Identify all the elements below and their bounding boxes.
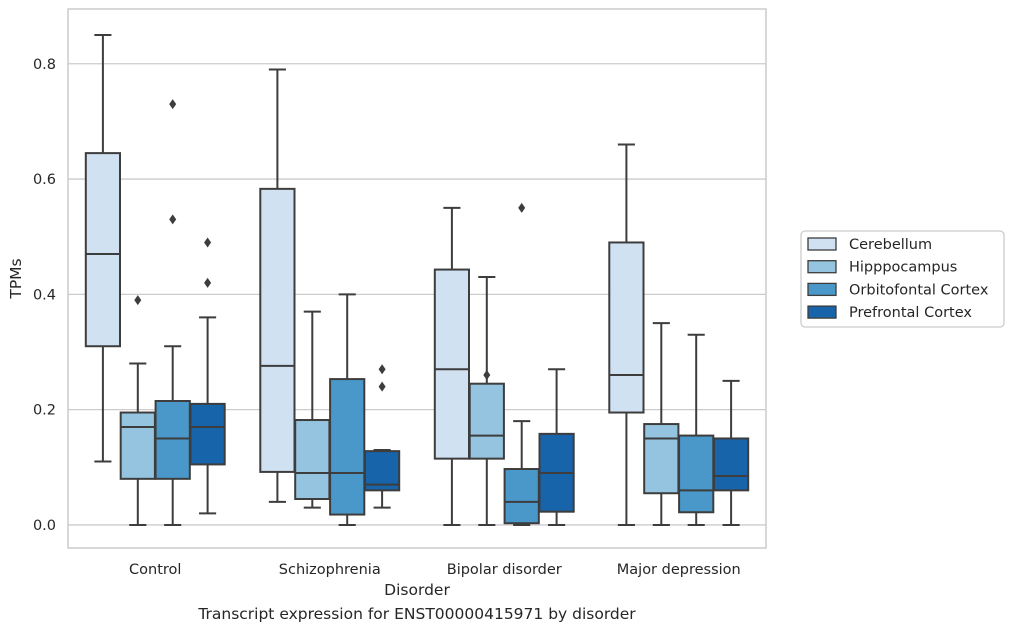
box-3-0 (189, 237, 226, 515)
box-body (678, 434, 715, 514)
legend-swatch (807, 305, 837, 319)
y-tick-label: 0.4 (33, 287, 56, 303)
box-body (433, 268, 471, 460)
y-tick-labels: 0.0 0.2 0.4 0.6 0.8 (33, 57, 56, 534)
legend-swatch (807, 260, 837, 274)
outlier-marker (378, 381, 386, 392)
legend-swatch (807, 237, 837, 251)
y-tick-label: 0.6 (33, 172, 56, 188)
outlier-marker (134, 295, 142, 306)
box-2-0 (154, 99, 191, 526)
x-tick-label: Schizophrenia (279, 562, 381, 578)
box-body (468, 382, 505, 460)
figure-caption: Transcript expression for ENST0000041597… (198, 605, 636, 623)
box-body (154, 400, 191, 480)
y-axis-label: TPMs (7, 258, 25, 299)
legend-label: Cerebellum (849, 237, 932, 253)
box-2-2 (503, 202, 540, 526)
box-3-3 (712, 379, 750, 526)
box-1-3 (643, 322, 680, 526)
box-body (84, 152, 122, 348)
legend-frame (800, 230, 1005, 328)
outlier-marker (518, 202, 526, 213)
outlier-marker (378, 364, 386, 375)
x-tick-label: Bipolar disorder (447, 562, 562, 578)
x-tick-label: Major depression (617, 562, 741, 578)
y-tick-label: 0.8 (33, 57, 56, 73)
legend: Cerebellum Hipppocampus Orbitofontal Corte… (800, 230, 1005, 328)
box-0-2 (433, 206, 471, 526)
legend-label: Orbitofontal Cortex (849, 282, 989, 298)
y-tick-label: 0.0 (33, 518, 56, 534)
box-3-1 (363, 364, 401, 509)
plot-frame (67, 8, 767, 549)
x-tick-labels: Control Schizophrenia Bipolar disorder Majo… (129, 562, 741, 578)
outlier-marker (169, 99, 177, 110)
box-0-0 (84, 33, 122, 463)
box-body (189, 402, 226, 466)
outlier-marker (204, 237, 212, 248)
box-body (503, 468, 540, 525)
box-0-3 (608, 143, 645, 526)
box-2-1 (329, 293, 366, 526)
box-1-2 (468, 276, 505, 526)
legend-label: Hipppocampus (849, 260, 957, 276)
outlier-marker (483, 370, 491, 381)
box-0-1 (259, 68, 296, 503)
box-body (608, 241, 645, 414)
y-tick-label: 0.2 (33, 403, 56, 419)
box-2-3 (678, 333, 715, 526)
legend-label: Prefrontal Cortex (849, 305, 972, 321)
box-3-2 (538, 368, 575, 526)
box-body (643, 423, 680, 495)
box-groups (84, 33, 750, 526)
outlier-marker (204, 277, 212, 288)
outlier-marker (169, 214, 177, 225)
x-tick-label: Control (129, 562, 181, 578)
box-body (259, 187, 296, 473)
box-body (712, 437, 750, 492)
box-body (329, 378, 366, 516)
box-1-1 (294, 310, 331, 509)
x-axis-label: Disorder (384, 581, 450, 599)
legend-swatch (807, 282, 837, 297)
box-body (119, 411, 156, 480)
box-body (294, 419, 331, 500)
